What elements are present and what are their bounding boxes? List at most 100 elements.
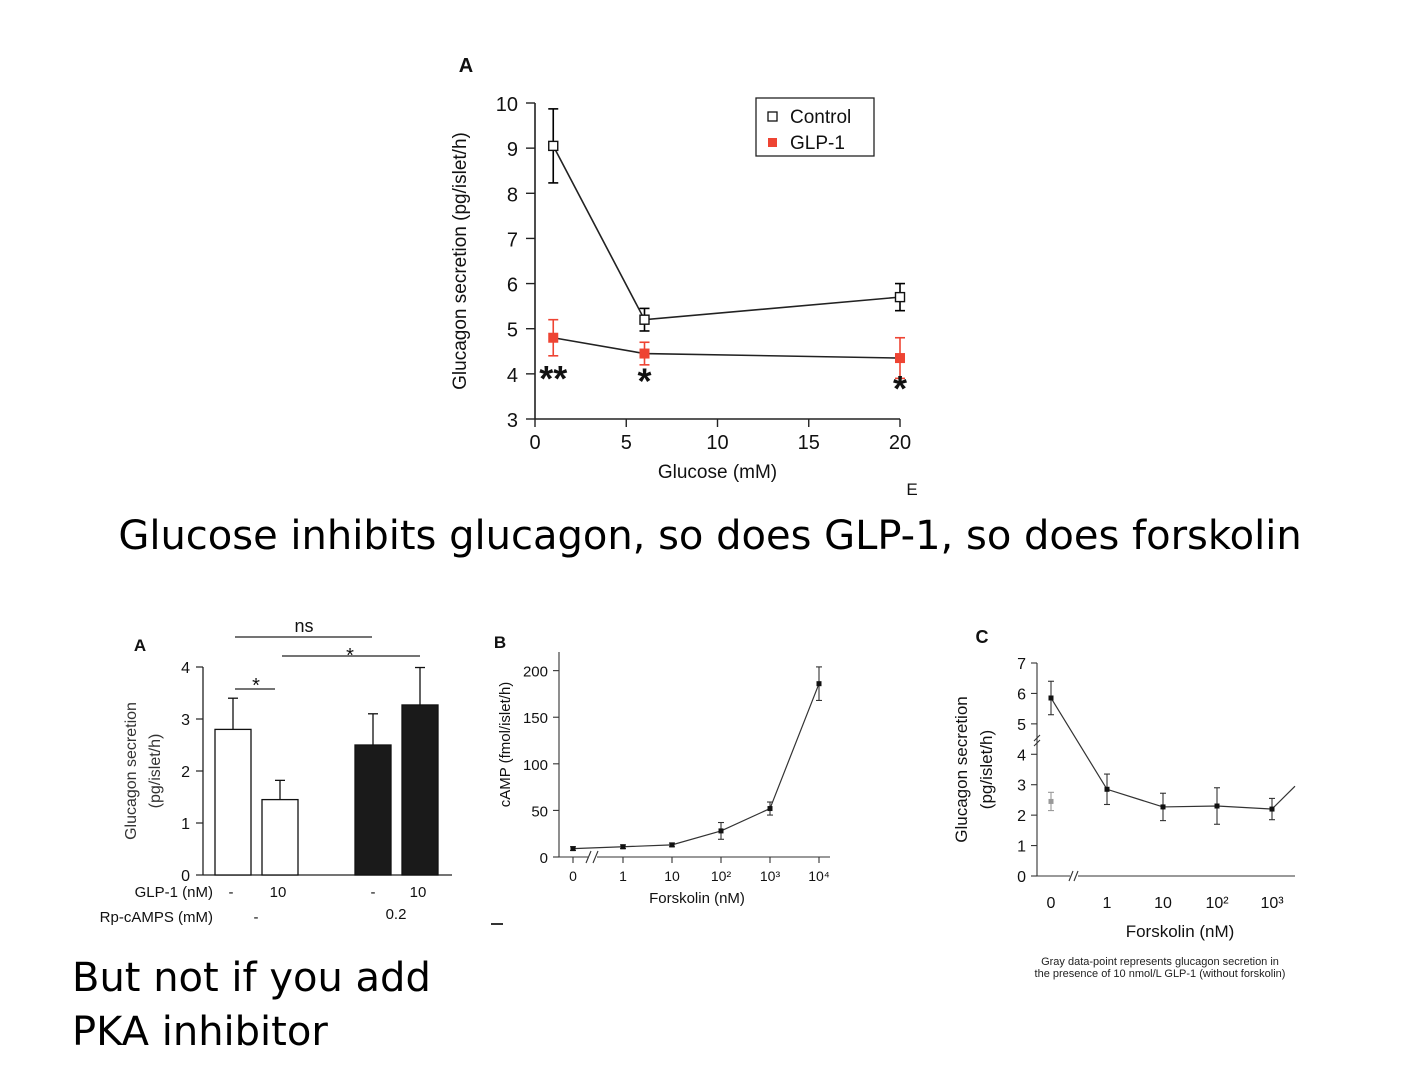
bottom-a-bar <box>261 798 299 876</box>
bottom-b-x-axis-label: Forskolin (nM) <box>649 890 745 907</box>
bottom-c-point <box>1160 804 1166 810</box>
bottom-b-y-tick-label: 200 <box>523 664 548 681</box>
bottom-a-bar <box>401 704 439 876</box>
bottom-c-x-axis-break <box>1068 870 1074 882</box>
bottom-a-rp-row-value: - <box>254 909 259 926</box>
top-a-x-tick-label: 0 <box>529 432 540 454</box>
bottom-a-panel-label: A <box>134 636 146 655</box>
bottom-a-y-axis-label-units: (pg/islet/h) <box>147 734 164 809</box>
bottom-b-x-tick-label: 10⁴ <box>808 868 830 884</box>
bottom-a-glp1-row-value: 10 <box>410 884 427 901</box>
bottom-c-axis-break <box>1033 739 1041 747</box>
bottom-b-x-tick-label: 10³ <box>760 868 781 884</box>
top-a-y-tick-label: 4 <box>507 365 518 387</box>
bottom-b-y-tick-label: 150 <box>523 710 548 727</box>
top-a-control-point <box>548 140 559 152</box>
bottom-b-y-tick-label: 100 <box>523 757 548 774</box>
bottom-c-point <box>1214 803 1220 809</box>
top-a-y-tick-label: 8 <box>507 184 518 206</box>
caption-c-line-2: the presence of 10 nmol/L GLP-1 (without… <box>1034 968 1286 980</box>
bottom-a-ns-label: ns <box>294 616 313 636</box>
top-a-legend-glp1-label: GLP-1 <box>790 133 845 154</box>
top-a-significance-stars: ** <box>539 358 567 399</box>
bottom-a-star-label-1: * <box>252 675 260 697</box>
subtext-line-2: PKA inhibitor <box>72 1009 328 1055</box>
bottom-a-glp1-row-value: 10 <box>270 884 287 901</box>
top-a-glp1-point <box>548 332 559 343</box>
bottom-b-y-tick-label: 0 <box>540 850 548 867</box>
top-a-panel-label: A <box>459 55 473 77</box>
bottom-b-x-tick-label: 1 <box>619 868 627 884</box>
bottom-c-y-tick-label: 7 <box>1017 656 1026 673</box>
bottom-c-y-tick-label: 5 <box>1017 717 1026 734</box>
bottom-b-point <box>718 828 724 834</box>
top-a-y-tick-label: 9 <box>507 139 518 161</box>
bottom-c-gray-point <box>1048 798 1054 804</box>
bottom-c-x-axis-break <box>1073 870 1079 882</box>
top-a-x-axis-label: Glucose (mM) <box>658 462 777 483</box>
bottom-a-y-tick-label: 1 <box>181 816 190 833</box>
bottom-b-panel-label: B <box>494 633 506 652</box>
top-a-y-tick-label: 6 <box>507 275 518 297</box>
bottom-b-x-tick-label: 10² <box>711 868 732 884</box>
bottom-a-bar <box>354 744 392 876</box>
bottom-c-x-tick-label: 10 <box>1154 895 1172 912</box>
top-a-legend-control-label: Control <box>790 107 851 128</box>
bottom-b-point <box>816 681 822 687</box>
top-a-x-tick-label: 5 <box>621 432 632 454</box>
bottom-c-y-tick-label: 2 <box>1017 808 1026 825</box>
top-a-x-tick-label: 15 <box>798 432 820 454</box>
bottom-c-y-axis-label: Glucagon secretion <box>952 696 971 842</box>
bottom-c-series-line <box>1050 697 1296 810</box>
bottom-a-y-tick-label: 0 <box>181 868 190 885</box>
bottom-a-glp1-row-value: - <box>371 884 376 901</box>
top-a-corner-mark: E <box>906 480 917 499</box>
bottom-a-y-tick-label: 2 <box>181 764 190 781</box>
bottom-c-axis-break <box>1033 734 1041 742</box>
caption-c-line-1: Gray data-point represents glucagon secr… <box>1041 956 1279 968</box>
bottom-b-x-tick-label: 0 <box>569 868 577 884</box>
top-a-glp1-point <box>895 353 905 364</box>
bottom-c-point <box>1269 806 1275 812</box>
bottom-c-point <box>1048 695 1054 701</box>
bottom-a-y-tick-label: 4 <box>181 660 190 677</box>
bottom-a-glp1-row-label: GLP-1 (nM) <box>135 884 213 901</box>
subtext-line-1: But not if you add <box>72 955 431 1001</box>
bottom-b-series-line <box>572 683 820 850</box>
top-a-y-axis-label: Glucagon secretion (pg/islet/h) <box>450 132 471 390</box>
bottom-a-rp-row-value: 0.2 <box>386 906 407 923</box>
top-a-y-tick-label: 10 <box>496 94 518 116</box>
bottom-c-y-tick-label: 3 <box>1017 778 1026 795</box>
bottom-c-x-tick-label: 0 <box>1047 895 1056 912</box>
bottom-c-x-tick-label: 10² <box>1205 895 1229 912</box>
bottom-b-y-tick-label: 50 <box>531 803 548 820</box>
bottom-c-point <box>1104 786 1110 792</box>
top-a-control-point <box>894 291 906 303</box>
bottom-a-y-axis-label: Glucagon secretion <box>123 702 140 840</box>
bottom-c-x-tick-label: 10³ <box>1260 895 1284 912</box>
bottom-b-point <box>669 842 675 848</box>
top-a-glp1-line <box>553 336 901 359</box>
bottom-c-y-tick-label: 4 <box>1017 747 1026 764</box>
bottom-c-y-axis-label-units: (pg/islet/h) <box>977 730 996 809</box>
top-a-significance-stars: * <box>637 360 651 401</box>
bottom-b-axis-break <box>592 850 599 864</box>
top-a-legend-control-swatch <box>767 111 778 122</box>
bottom-b-point <box>570 846 576 852</box>
bottom-a-rp-row-label: Rp-cAMPS (mM) <box>100 909 213 926</box>
bottom-c-x-axis-label: Forskolin (nM) <box>1126 922 1235 941</box>
bottom-c-y-tick-label: 1 <box>1017 839 1026 856</box>
top-a-glp1-point <box>639 348 650 359</box>
top-a-significance-stars: * <box>893 368 907 409</box>
bottom-a-y-tick-label: 3 <box>181 712 190 729</box>
bottom-c-y-tick-label: 6 <box>1017 686 1026 703</box>
top-a-control-line <box>552 145 901 321</box>
bottom-a-star-label-2: * <box>346 645 354 667</box>
bottom-b-point <box>767 806 773 812</box>
bottom-b-y-axis-label: cAMP (fmol/islet/h) <box>497 682 514 808</box>
bottom-b-x-tick-label: 10 <box>664 868 680 884</box>
bottom-b-point <box>620 844 626 850</box>
bottom-b-axis-break <box>585 850 592 864</box>
top-a-y-tick-label: 5 <box>507 320 518 342</box>
